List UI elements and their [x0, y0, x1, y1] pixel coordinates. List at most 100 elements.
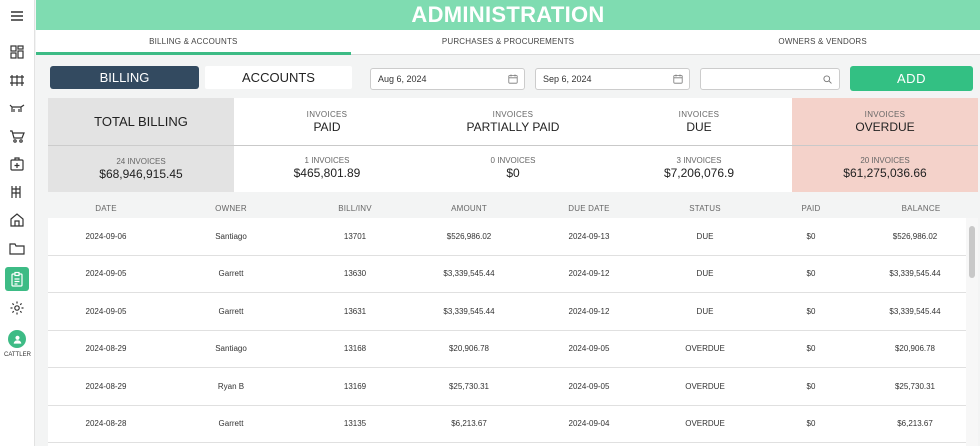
cell-bill-inv: 13631: [343, 306, 367, 316]
tab-purchases-procurements[interactable]: PURCHASES & PROCUREMENTS: [441, 37, 575, 46]
cell-paid: $0: [806, 381, 816, 391]
cell-owner: Garrett: [218, 269, 244, 279]
column-header-amount[interactable]: AMOUNT: [451, 204, 487, 213]
cell-balance: $3,339,545.44: [889, 306, 941, 316]
table-row[interactable]: 2024-08-29 Santiago 13168 $20,906.78 202…: [48, 331, 966, 368]
cell-owner: Ryan B: [217, 381, 245, 391]
tab-owners-vendors[interactable]: OWNERS & VENDORS: [778, 37, 867, 46]
cell-balance: $6,213.67: [897, 419, 933, 429]
table-row[interactable]: 2024-09-05 Garrett 13630 $3,339,545.44 2…: [48, 256, 966, 293]
cell-date: 2024-08-28: [85, 419, 127, 429]
tab-bar: BILLING & ACCOUNTS PURCHASES & PROCUREME…: [36, 30, 980, 55]
cell-status: DUE: [696, 306, 714, 316]
menu-icon[interactable]: [5, 4, 29, 28]
page-header: ADMINISTRATION: [36, 0, 980, 30]
partial-count: 0 INVOICES: [490, 156, 536, 165]
overdue-count: 20 INVOICES: [860, 156, 910, 165]
calendar-icon[interactable]: [508, 74, 518, 84]
cell-paid: $0: [806, 344, 816, 354]
table-row[interactable]: 2024-08-29 Ryan B 13169 $25,730.31 2024-…: [48, 368, 966, 406]
partial-status: PARTIALLY PAID: [466, 120, 560, 134]
feed-icon[interactable]: [5, 180, 29, 204]
overdue-status: OVERDUE: [855, 120, 915, 134]
cell-amount: $6,213.67: [451, 419, 487, 429]
table-row[interactable]: 2024-08-28 Garrett 13135 $6,213.67 2024-…: [48, 406, 966, 443]
column-header-paid[interactable]: PAID: [801, 204, 821, 213]
billing-button[interactable]: BILLING: [50, 66, 199, 89]
column-header-bill-inv[interactable]: BILL/INV: [338, 204, 372, 213]
cell-owner: Garrett: [218, 306, 244, 316]
search-box: [700, 68, 840, 90]
add-button[interactable]: ADD: [850, 66, 973, 91]
avatar[interactable]: [8, 330, 26, 348]
due-count: 3 INVOICES: [676, 156, 722, 165]
calendar-icon[interactable]: [673, 74, 683, 84]
folder-icon[interactable]: [5, 236, 29, 260]
barn-icon[interactable]: [5, 208, 29, 232]
page-title: ADMINISTRATION: [411, 2, 605, 27]
column-header-status[interactable]: STATUS: [689, 204, 721, 213]
cell-paid: $0: [806, 269, 816, 279]
gear-icon[interactable]: [5, 296, 29, 320]
cell-owner: Garrett: [218, 419, 244, 429]
fence-icon[interactable]: [5, 68, 29, 92]
search-icon[interactable]: [823, 75, 832, 84]
cattle-icon[interactable]: [5, 96, 29, 120]
overdue-label: INVOICES: [864, 110, 906, 119]
column-header-owner[interactable]: OWNER: [215, 204, 247, 213]
cell-balance: $526,986.02: [892, 231, 938, 241]
due-label: INVOICES: [678, 110, 720, 119]
medical-kit-icon[interactable]: [5, 152, 29, 176]
cell-due-date: 2024-09-05: [568, 344, 610, 354]
start-date-value: Aug 6, 2024: [378, 74, 427, 84]
cell-date: 2024-08-29: [85, 344, 127, 354]
search-input[interactable]: [706, 69, 816, 89]
column-header-date[interactable]: DATE: [95, 204, 117, 213]
cell-amount: $20,906.78: [448, 344, 490, 354]
sidebar: CATTLER: [0, 0, 35, 446]
total-amount: $68,946,915.45: [99, 167, 183, 181]
paid-status: PAID: [313, 120, 341, 134]
cell-status: OVERDUE: [685, 381, 725, 391]
cell-status: OVERDUE: [685, 419, 725, 429]
cell-date: 2024-09-05: [85, 269, 127, 279]
column-header-due-date[interactable]: DUE DATE: [568, 204, 610, 213]
tab-billing-accounts[interactable]: BILLING & ACCOUNTS: [36, 30, 351, 55]
summary-due[interactable]: INVOICES DUE 3 INVOICES $7,206,076.9: [606, 98, 792, 192]
cell-status: OVERDUE: [685, 344, 725, 354]
summary-paid[interactable]: INVOICES PAID 1 INVOICES $465,801.89: [234, 98, 420, 192]
cell-date: 2024-09-06: [85, 231, 127, 241]
cell-amount: $3,339,545.44: [443, 306, 495, 316]
cell-due-date: 2024-09-12: [568, 269, 610, 279]
cell-date: 2024-09-05: [85, 306, 127, 316]
end-date-field[interactable]: Sep 6, 2024: [535, 68, 690, 90]
table-row[interactable]: 2024-09-06 Santiago 13701 $526,986.02 20…: [48, 218, 966, 256]
table-scrollbar[interactable]: [966, 218, 978, 446]
cell-amount: $25,730.31: [448, 381, 490, 391]
cell-date: 2024-08-29: [85, 381, 127, 391]
cell-paid: $0: [806, 419, 816, 429]
cell-balance: $20,906.78: [894, 344, 936, 354]
cell-due-date: 2024-09-04: [568, 419, 610, 429]
cell-bill-inv: 13135: [343, 419, 367, 429]
summary-partially-paid[interactable]: INVOICES PARTIALLY PAID 0 INVOICES $0: [420, 98, 606, 192]
total-billing-title: TOTAL BILLING: [94, 114, 188, 129]
cell-status: DUE: [696, 231, 714, 241]
invoice-table: 2024-09-06 Santiago 13701 $526,986.02 20…: [48, 218, 966, 446]
cell-status: DUE: [696, 269, 714, 279]
end-date-value: Sep 6, 2024: [543, 74, 592, 84]
clipboard-icon[interactable]: [5, 267, 29, 291]
table-row[interactable]: 2024-09-05 Garrett 13631 $3,339,545.44 2…: [48, 293, 966, 331]
dashboard-icon[interactable]: [5, 40, 29, 64]
cell-balance: $3,339,545.44: [889, 269, 941, 279]
user-label: CATTLER: [4, 352, 31, 358]
accounts-button[interactable]: ACCOUNTS: [205, 66, 352, 89]
column-header-balance[interactable]: BALANCE: [901, 204, 941, 213]
cell-amount: $526,986.02: [446, 231, 492, 241]
summary-total[interactable]: TOTAL BILLING 24 INVOICES $68,946,915.45: [48, 98, 234, 192]
scrollbar-thumb[interactable]: [969, 226, 975, 278]
start-date-field[interactable]: Aug 6, 2024: [370, 68, 525, 90]
cell-amount: $3,339,545.44: [443, 269, 495, 279]
due-amount: $7,206,076.9: [663, 166, 735, 180]
cart-icon[interactable]: [5, 124, 29, 148]
